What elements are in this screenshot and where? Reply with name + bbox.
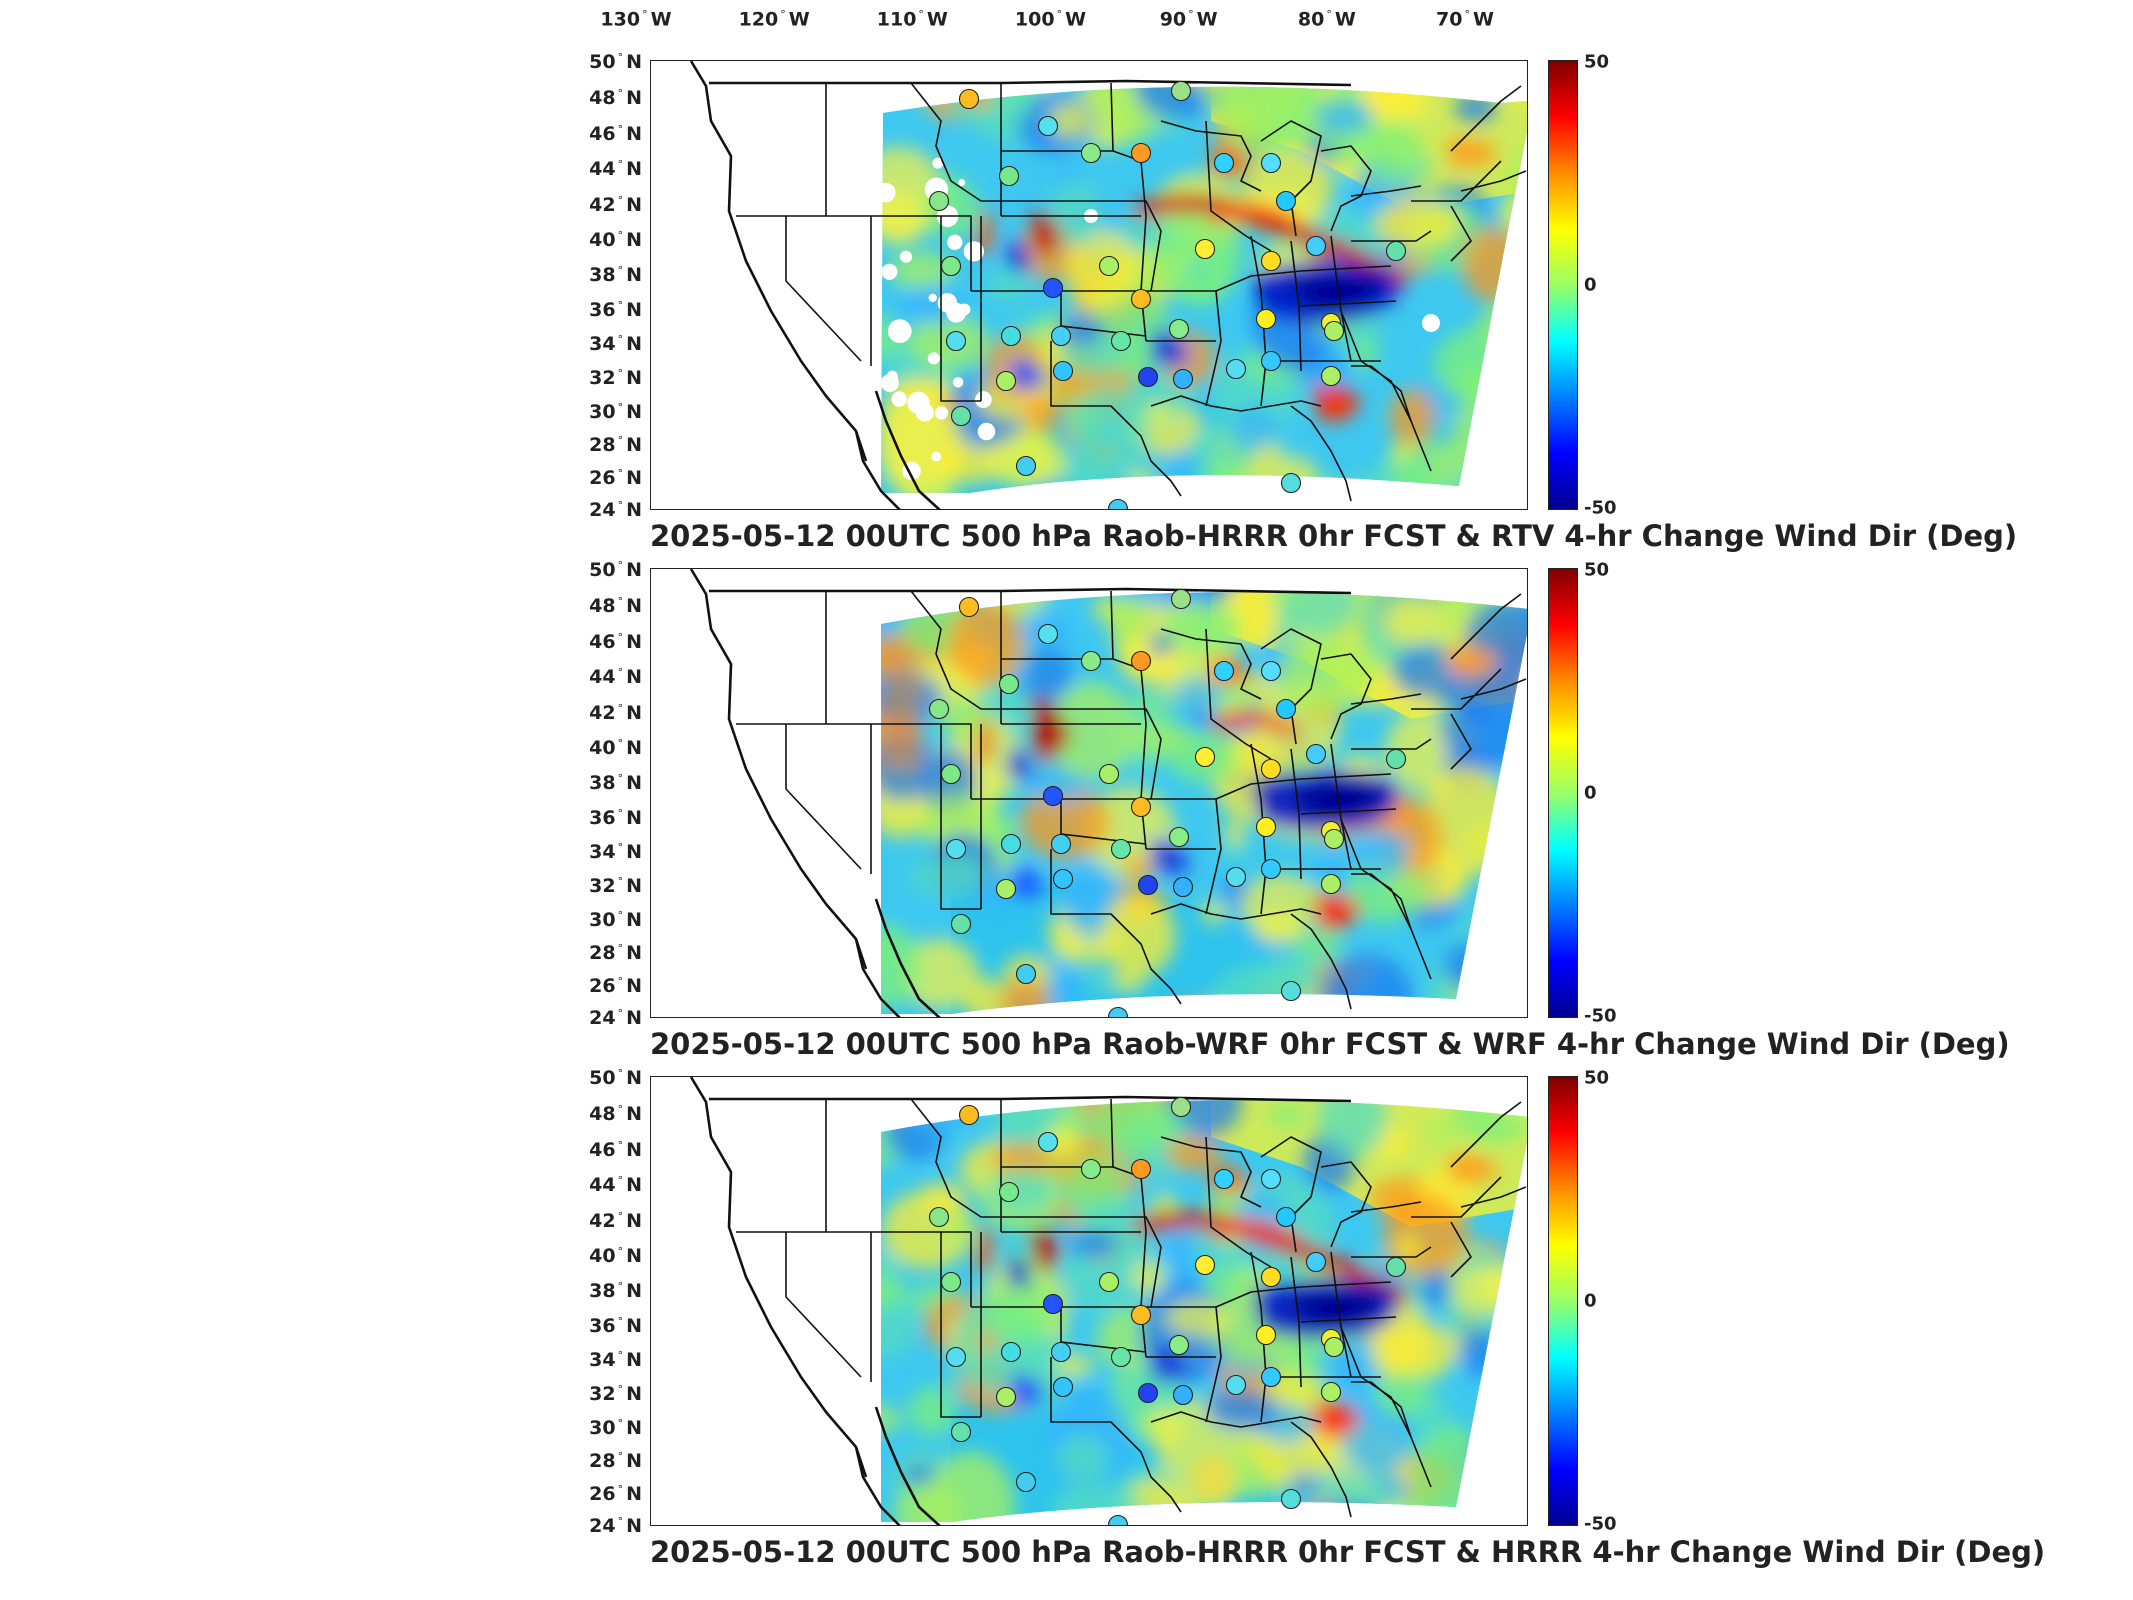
wind-direction-map (650, 1076, 1528, 1526)
longitude-label: 110 ° W (876, 8, 948, 31)
latitude-label: 28 ° N (589, 1449, 642, 1473)
raob-stations (928, 1096, 1407, 1525)
latitude-axis: 50 ° N 48 ° N 46 ° N 44 ° N 42 ° N 40 ° N 38 ° N 36 ° N 34 ° N 32 ° N… (560, 1067, 648, 1537)
longitude-label: 100 ° W (1014, 8, 1087, 31)
latitude-axis: 50 ° N 48 ° N 46 ° N 44 ° N 42 ° N 40 ° N 38 ° N 36 ° N 34 ° N 32 ° N… (560, 51, 648, 521)
latitude-label: 48 ° N (589, 594, 642, 617)
latitude-axis: 50 ° N 48 ° N 46 ° N 44 ° N 42 ° N 40 ° N 38 ° N 36 ° N 34 ° N 32 ° N… (560, 559, 648, 1029)
latitude-label: 50 ° N (589, 50, 642, 74)
latitude-label: 28 ° N (589, 433, 642, 457)
map-canvas (689, 569, 1527, 1017)
colorbar-max-label: 50 (1584, 1067, 1610, 1089)
latitude-label: 50 ° N (589, 558, 642, 582)
raob-stations (928, 80, 1407, 509)
latitude-label: 42 ° N (589, 193, 642, 216)
wind-field (881, 86, 1527, 493)
raob-stations (928, 588, 1407, 1017)
map-canvas (689, 1077, 1527, 1525)
colorbar (1548, 60, 1578, 510)
latitude-label: 32 ° N (589, 1383, 642, 1406)
latitude-label: 40 ° N (589, 1244, 642, 1268)
latitude-label: 30 ° N (589, 1416, 642, 1439)
latitude-label: 30 ° N (589, 400, 642, 423)
map-caption: 2025-05-12 00UTC 500 hPa Raob-HRRR 0hr F… (650, 519, 2018, 553)
longitude-axis: 130 ° W 120 ° W 110 ° W 100 ° W 90 ° W 80 ° W 70 ° W (0, 0, 2133, 45)
latitude-label: 36 ° N (589, 298, 642, 321)
latitude-label: 46 ° N (589, 122, 642, 145)
latitude-label: 34 ° N (589, 333, 642, 356)
map-canvas (689, 61, 1527, 509)
map-caption: 2025-05-12 00UTC 500 hPa Raob-HRRR 0hr F… (650, 1535, 2046, 1569)
longitude-label: 130 ° W (600, 8, 672, 31)
latitude-label: 46 ° N (589, 630, 642, 653)
colorbar-mid-label: 0 (1584, 782, 1597, 804)
colorbar-mid-label: 0 (1584, 274, 1597, 296)
latitude-label: 46 ° N (589, 1138, 642, 1161)
colorbar-max-label: 50 (1584, 559, 1610, 581)
latitude-label: 36 ° N (589, 1314, 642, 1337)
colorbar-min-label: -50 (1584, 497, 1617, 519)
latitude-label: 24 ° N (589, 498, 642, 522)
map-panel-1: 50 ° N 48 ° N 46 ° N 44 ° N 42 ° N 40 ° N 38 ° N 36 ° N 34 ° N 32 ° N… (0, 51, 2133, 560)
wind-direction-map (650, 568, 1528, 1018)
colorbar-mid-label: 0 (1584, 1290, 1597, 1312)
latitude-label: 40 ° N (589, 736, 642, 760)
colorbar-max-label: 50 (1584, 51, 1610, 73)
latitude-label: 24 ° N (589, 1514, 642, 1538)
latitude-label: 44 ° N (589, 1174, 642, 1197)
state-borders (689, 1077, 1527, 1525)
colorbar-min-label: -50 (1584, 1513, 1617, 1535)
longitude-label: 90 ° W (1159, 8, 1218, 31)
latitude-label: 38 ° N (589, 1279, 642, 1303)
latitude-label: 32 ° N (589, 875, 642, 898)
latitude-label: 30 ° N (589, 908, 642, 931)
longitude-label: 70 ° W (1436, 8, 1494, 31)
colorbar (1548, 568, 1578, 1018)
latitude-label: 44 ° N (589, 666, 642, 689)
latitude-label: 42 ° N (589, 701, 642, 724)
latitude-label: 26 ° N (589, 466, 642, 489)
map-panel-3: 50 ° N 48 ° N 46 ° N 44 ° N 42 ° N 40 ° N 38 ° N 36 ° N 34 ° N 32 ° N… (0, 1067, 2133, 1576)
latitude-label: 48 ° N (589, 86, 642, 109)
latitude-label: 34 ° N (589, 1349, 642, 1372)
latitude-label: 28 ° N (589, 941, 642, 965)
latitude-label: 48 ° N (589, 1102, 642, 1125)
colorbar-min-label: -50 (1584, 1005, 1617, 1027)
latitude-label: 42 ° N (589, 1209, 642, 1232)
latitude-label: 36 ° N (589, 806, 642, 829)
longitude-label: 120 ° W (738, 8, 810, 31)
longitude-label: 80 ° W (1297, 8, 1356, 31)
latitude-label: 38 ° N (589, 263, 642, 287)
wind-field (881, 592, 1527, 1014)
latitude-label: 50 ° N (589, 1066, 642, 1090)
colorbar (1548, 1076, 1578, 1526)
latitude-label: 26 ° N (589, 974, 642, 997)
latitude-label: 24 ° N (589, 1006, 642, 1030)
latitude-label: 26 ° N (589, 1482, 642, 1505)
latitude-label: 32 ° N (589, 367, 642, 390)
latitude-label: 34 ° N (589, 841, 642, 864)
latitude-label: 40 ° N (589, 228, 642, 252)
latitude-label: 38 ° N (589, 771, 642, 795)
latitude-label: 44 ° N (589, 158, 642, 181)
wind-field (881, 1100, 1527, 1522)
map-panel-2: 50 ° N 48 ° N 46 ° N 44 ° N 42 ° N 40 ° N 38 ° N 36 ° N 34 ° N 32 ° N… (0, 559, 2133, 1068)
map-caption: 2025-05-12 00UTC 500 hPa Raob-WRF 0hr FC… (650, 1027, 2010, 1061)
wind-direction-map (650, 60, 1528, 510)
